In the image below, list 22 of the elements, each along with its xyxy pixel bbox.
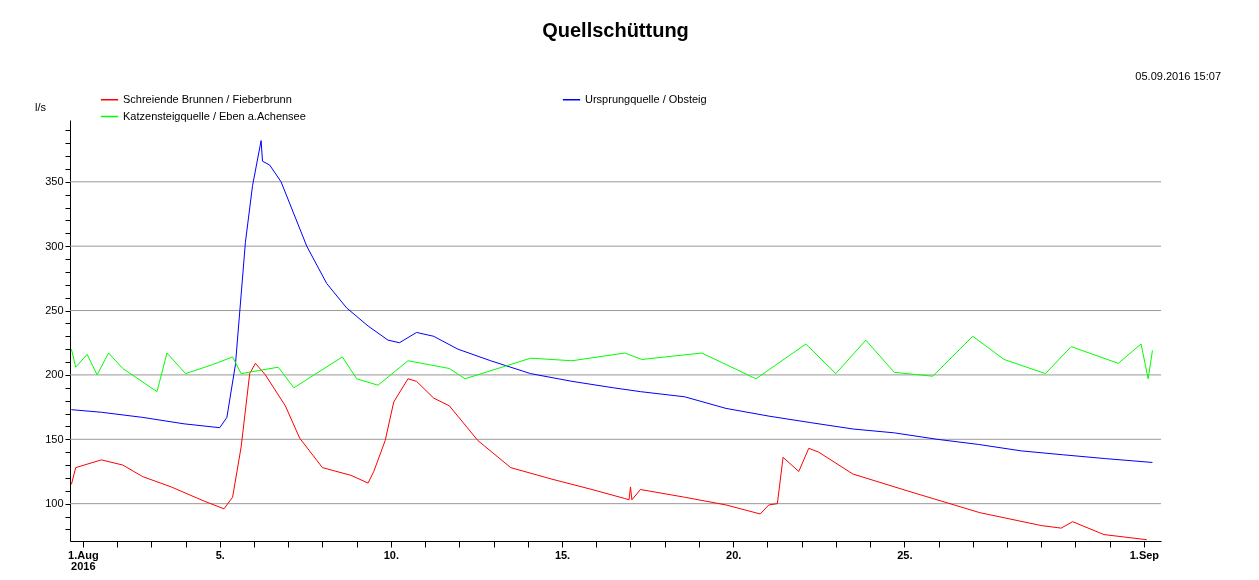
x-tick-label: 1.Sep bbox=[1129, 548, 1160, 561]
legend-label: Schreiende Brunnen / Fieberbrunn bbox=[123, 92, 292, 105]
x-tick-label: 1.Aug 2016 bbox=[68, 548, 99, 572]
line-series bbox=[70, 140, 1153, 463]
y-tick-label: 100 bbox=[45, 497, 64, 510]
y-axis-title: l/s bbox=[35, 100, 47, 113]
y-tick-label: 200 bbox=[45, 368, 64, 381]
chart-title: Quellschüttung bbox=[542, 19, 689, 41]
y-tick-label: 300 bbox=[45, 239, 64, 252]
x-tick-label: 5. bbox=[215, 548, 225, 561]
line-series bbox=[70, 362, 1148, 541]
x-tick-label: 25. bbox=[897, 548, 913, 561]
line-series bbox=[70, 335, 1153, 393]
legend-label: Katzensteigquelle / Eben a.Achensee bbox=[123, 109, 306, 122]
x-tick-label: 20. bbox=[726, 548, 742, 561]
y-tick-label: 250 bbox=[45, 304, 64, 317]
legend-label: Ursprungquelle / Obsteig bbox=[585, 92, 707, 105]
y-tick-label: 350 bbox=[45, 175, 64, 188]
x-tick-label: 10. bbox=[383, 548, 400, 561]
x-tick-label: 15. bbox=[554, 548, 571, 561]
text: 05.09.2016 15:07 bbox=[1135, 70, 1221, 82]
y-tick-label: 150 bbox=[45, 432, 64, 445]
